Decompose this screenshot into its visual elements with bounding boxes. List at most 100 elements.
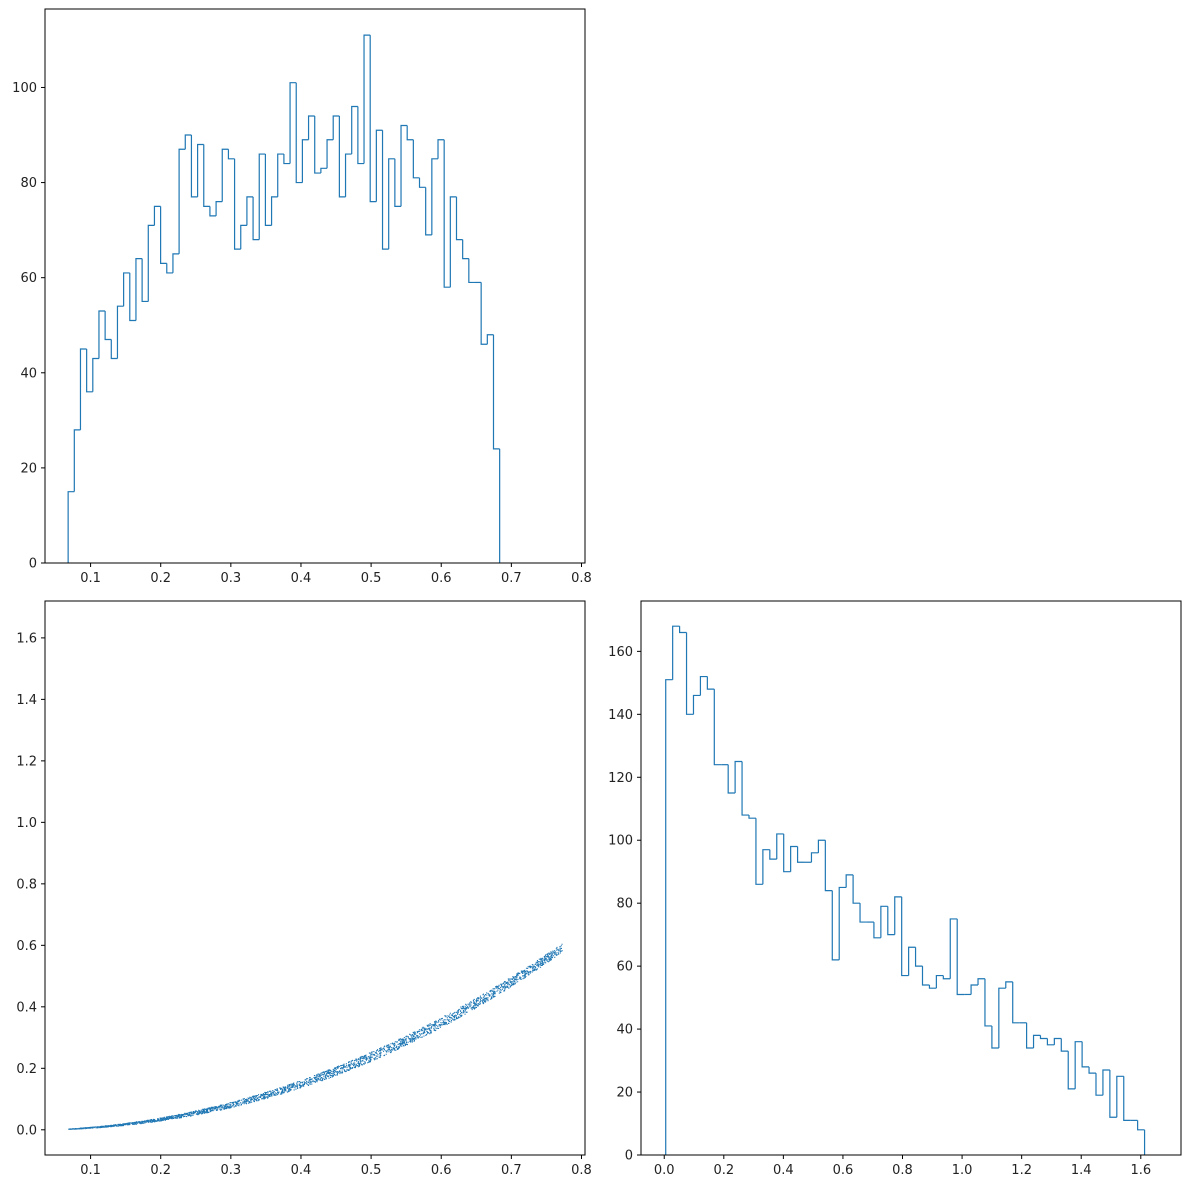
- x-tick-label: 0.1: [80, 571, 101, 586]
- histogram-bin: [264, 154, 272, 226]
- histogram-bin: [685, 632, 694, 715]
- y-tick-label: 60: [616, 960, 633, 975]
- histogram-bin: [679, 626, 687, 634]
- histogram-bin: [406, 125, 414, 141]
- histogram-bins: [665, 625, 1146, 1155]
- histogram-bin: [734, 760, 743, 794]
- x-tick-label: 0.2: [150, 571, 171, 586]
- histogram-bin: [776, 833, 784, 860]
- histogram-bin: [277, 153, 284, 197]
- x-tick-label: 1.6: [1130, 1163, 1151, 1178]
- histogram-bin: [178, 148, 186, 254]
- histogram-bin: [388, 158, 395, 250]
- x-tick-label: 0.8: [571, 1163, 592, 1178]
- y-tick-label: 100: [12, 81, 37, 96]
- x-tick-label: 0.4: [291, 1163, 312, 1178]
- histogram-bin: [418, 177, 426, 188]
- histogram-bin: [887, 906, 895, 936]
- histogram-bin: [357, 106, 365, 165]
- y-tick-label: 20: [20, 461, 37, 476]
- x-tick-label: 0.2: [713, 1163, 734, 1178]
- histogram-bin: [394, 158, 402, 207]
- histogram-bin: [443, 139, 451, 288]
- x-tick-label: 0.4: [773, 1163, 794, 1178]
- histogram-bin: [984, 978, 992, 1027]
- y-tick-label: 140: [608, 708, 633, 723]
- histogram-bin: [1116, 1075, 1124, 1118]
- y-tick-label: 40: [20, 366, 37, 381]
- scatter-bottom-left: 0.1 0.2 0.3 0.4 0.5 0.6 0.7 0.8 0.0 0.2 0.4 0.6 0.8 1…: [16, 600, 592, 1178]
- histogram-bin: [492, 334, 500, 450]
- x-tick-label: 0.8: [892, 1163, 913, 1178]
- axes-frame: [44, 8, 586, 564]
- histogram-bin: [1012, 981, 1020, 1024]
- x-tick-label: 0.7: [501, 571, 522, 586]
- histogram-bin: [1032, 1034, 1041, 1048]
- histogram-bin: [363, 34, 371, 164]
- histogram-bin: [141, 258, 149, 303]
- histogram-bin: [190, 135, 198, 198]
- x-tick-label: 1.4: [1071, 1163, 1092, 1178]
- histogram-bin: [468, 258, 475, 284]
- histogram-bin: [486, 334, 494, 345]
- histogram-bin: [699, 675, 708, 696]
- y-tick-label: 120: [608, 771, 633, 786]
- histogram-bin: [129, 272, 136, 322]
- histogram-bin: [227, 149, 235, 160]
- histogram-bin: [748, 815, 756, 819]
- y-tick-label: 60: [20, 271, 37, 286]
- y-tick-label: 0.0: [16, 1123, 37, 1138]
- histogram-bin: [270, 196, 278, 226]
- x-tick-label: 0.1: [80, 1163, 101, 1178]
- histogram-bin: [116, 305, 124, 359]
- histogram-bin: [873, 922, 881, 939]
- histogram-bin: [1026, 1022, 1034, 1049]
- histogram-bin: [977, 978, 985, 986]
- histogram-bin: [123, 272, 130, 307]
- histogram-bin: [706, 676, 715, 690]
- histogram-bin: [314, 116, 321, 174]
- x-tick-label: 1.2: [1011, 1163, 1032, 1178]
- histogram-bin: [1067, 1051, 1076, 1090]
- histogram-bin: [455, 196, 463, 241]
- histogram-bin: [246, 196, 254, 226]
- histogram-bin: [692, 694, 701, 715]
- y-tick-label: 160: [608, 645, 633, 660]
- axes-frame: [44, 600, 586, 1156]
- histogram-bin: [332, 115, 340, 140]
- histogram-bin: [1109, 1070, 1117, 1118]
- histogram-bin: [1039, 1035, 1048, 1040]
- histogram-bin: [665, 679, 673, 1155]
- histogram-bin: [172, 253, 180, 273]
- histogram-bin: [79, 348, 87, 430]
- x-tick-label: 0.6: [431, 571, 452, 586]
- histogram-bin: [375, 129, 383, 202]
- histogram-bin: [92, 357, 99, 392]
- x-tick-label: 0.5: [361, 1163, 382, 1178]
- histogram-bin: [810, 852, 819, 863]
- y-tick-label: 40: [616, 1023, 633, 1038]
- histogram-bin: [998, 987, 1006, 1048]
- histogram-bin: [449, 196, 457, 288]
- histogram-bin: [197, 143, 204, 197]
- histogram-bin: [790, 845, 798, 872]
- histogram-bin: [338, 116, 346, 198]
- histogram-bin: [369, 35, 377, 203]
- histogram-bin: [824, 840, 833, 892]
- histogram-bin: [166, 263, 173, 274]
- histogram-bin: [970, 984, 979, 995]
- y-tick-label: 0.6: [16, 939, 37, 954]
- histogram-bin: [147, 224, 155, 302]
- histogram-bin: [1060, 1038, 1069, 1052]
- histogram-bin: [1074, 1041, 1083, 1089]
- histogram-bin: [73, 429, 81, 492]
- histogram-bin: [400, 124, 408, 207]
- y-tick-label: 1.0: [16, 816, 37, 831]
- histogram-bin: [741, 761, 749, 816]
- histogram-bin: [769, 849, 777, 860]
- histogram-bin: [153, 205, 161, 226]
- histogram-bin: [672, 625, 680, 680]
- histogram-bin: [831, 890, 840, 961]
- histogram-bin: [727, 764, 736, 794]
- histogram-bin: [796, 846, 805, 863]
